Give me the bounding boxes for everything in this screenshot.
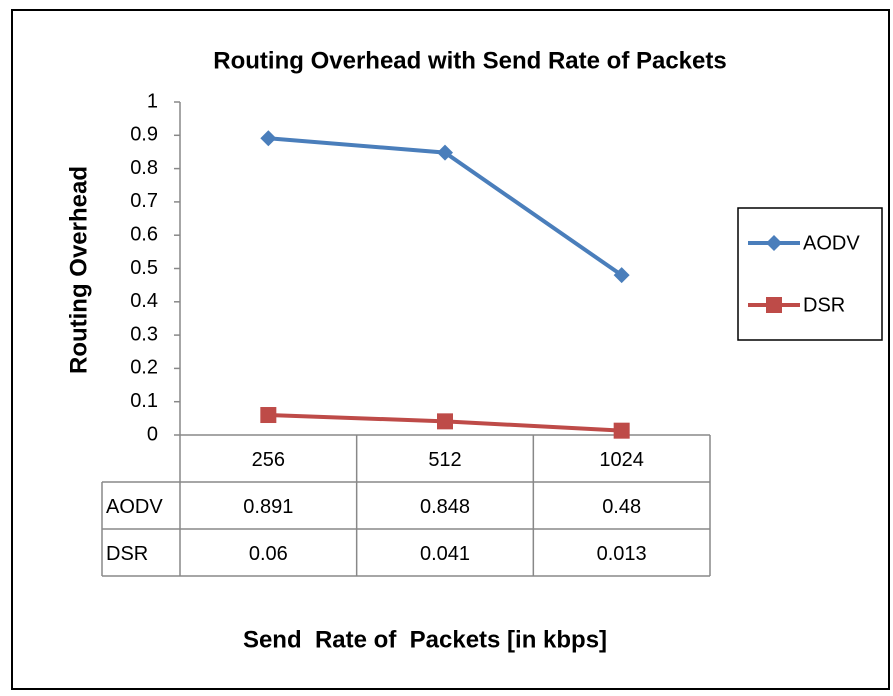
table-series-name: AODV [106,496,163,518]
x-tick-label: 1024 [599,449,644,471]
table-value: 0.891 [243,496,293,518]
y-tick-label: 0.6 [130,223,158,245]
y-tick-label: 0.3 [130,323,158,345]
legend-marker [766,297,782,313]
y-tick-label: 0.2 [130,357,158,379]
marker [437,413,453,430]
y-tick-label: 0.5 [130,257,158,279]
table-value: 0.041 [420,543,470,565]
marker [613,422,630,439]
marker [260,130,277,147]
y-tick-label: 0.8 [130,157,158,179]
legend-box [737,207,883,341]
chart-title: Routing Overhead with Send Rate of Packe… [213,47,726,74]
marker [260,407,277,424]
y-axis-label: Routing Overhead [65,166,92,374]
table-value: 0.06 [249,543,288,565]
marker [437,144,453,161]
table-value: 0.848 [420,496,470,518]
marker [613,267,630,284]
y-tick-label: 0.4 [130,290,158,312]
x-tick-label: 256 [252,449,285,471]
y-tick-label: 0.9 [130,124,158,146]
y-tick-label: 1 [147,90,158,112]
table-series-name: DSR [106,543,148,565]
legend-label: DSR [803,294,845,316]
chart-border [11,9,890,690]
table-value: 0.013 [597,543,647,565]
x-axis-label: Send Rate of Packets [in kbps] [243,626,607,653]
table-value: 0.48 [602,496,641,518]
legend-marker [766,235,782,251]
x-tick-label: 512 [428,449,461,471]
y-tick-label: 0.7 [130,190,158,212]
y-tick-label: 0 [147,423,158,445]
legend-label: AODV [803,232,860,254]
y-tick-label: 0.1 [130,390,158,412]
